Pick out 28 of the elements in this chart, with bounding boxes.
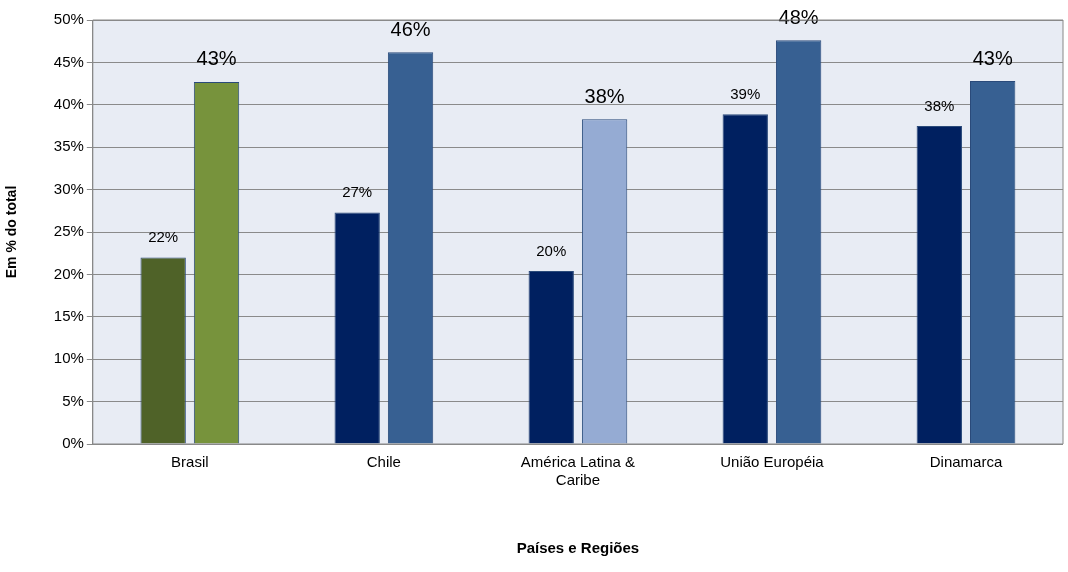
- data-label: 46%: [390, 17, 431, 40]
- data-label: 22%: [148, 228, 179, 246]
- x-tick-label: Chile: [366, 453, 401, 471]
- y-tick-label: 35%: [53, 137, 84, 155]
- x-axis-title: Países e Regiões: [516, 539, 640, 557]
- y-axis-title: Em % do total: [3, 185, 20, 279]
- y-tick-label: 25%: [53, 222, 84, 240]
- y-tick-label: 10%: [53, 349, 84, 367]
- x-tick-label: América Latina & Caribe: [520, 453, 636, 489]
- data-label: 48%: [778, 5, 819, 28]
- y-tick-label: 50%: [53, 10, 84, 28]
- data-label: 27%: [342, 183, 373, 201]
- data-label: 20%: [536, 241, 567, 259]
- data-label: 38%: [584, 84, 625, 107]
- y-tick-label: 0%: [62, 434, 84, 452]
- data-label: 43%: [196, 47, 237, 70]
- data-label: 38%: [924, 96, 955, 114]
- y-tick-label: 15%: [53, 306, 84, 324]
- y-tick-label: 20%: [53, 264, 84, 282]
- x-tick-label: Dinamarca: [929, 453, 1003, 471]
- x-tick-label: União Européia: [720, 453, 825, 471]
- y-tick-label: 5%: [62, 391, 84, 409]
- data-label: 43%: [972, 46, 1013, 69]
- y-tick-label: 40%: [53, 94, 84, 112]
- data-label: 39%: [730, 84, 761, 102]
- y-tick-label: 45%: [53, 52, 84, 70]
- x-tick-label: Brasil: [171, 453, 209, 471]
- y-tick-label: 30%: [53, 179, 84, 197]
